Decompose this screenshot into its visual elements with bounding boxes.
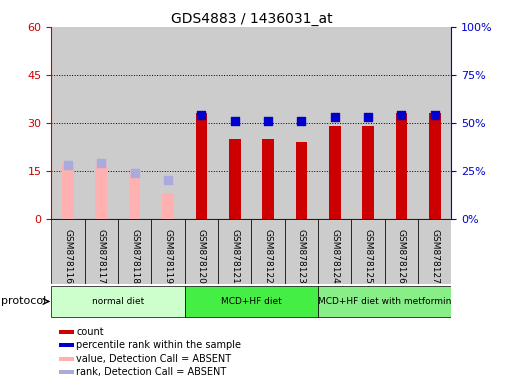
Text: GSM878125: GSM878125	[364, 229, 372, 283]
Text: rank, Detection Call = ABSENT: rank, Detection Call = ABSENT	[76, 367, 226, 377]
Bar	[318, 219, 351, 284]
Bar	[51, 27, 85, 219]
Point	[130, 170, 139, 176]
Bar	[162, 193, 174, 219]
Bar	[285, 27, 318, 219]
Point	[97, 160, 106, 166]
Bar	[60, 330, 74, 334]
Point	[297, 118, 305, 124]
Bar	[185, 286, 318, 317]
Bar	[60, 343, 74, 347]
Bar	[251, 219, 285, 284]
Point	[197, 112, 205, 118]
Text: GSM878117: GSM878117	[97, 229, 106, 284]
Bar	[129, 174, 141, 219]
Bar	[151, 219, 185, 284]
Text: value, Detection Call = ABSENT: value, Detection Call = ABSENT	[76, 354, 231, 364]
Text: GSM878126: GSM878126	[397, 229, 406, 283]
Bar	[218, 27, 251, 219]
Text: MCD+HF diet with metformin: MCD+HF diet with metformin	[318, 297, 451, 306]
Bar	[318, 286, 451, 317]
Text: GSM878123: GSM878123	[297, 229, 306, 283]
Text: MCD+HF diet: MCD+HF diet	[221, 297, 282, 306]
Bar	[262, 139, 274, 219]
Point	[330, 114, 339, 120]
Bar	[218, 219, 251, 284]
Point	[264, 118, 272, 124]
Title: GDS4883 / 1436031_at: GDS4883 / 1436031_at	[170, 12, 332, 26]
Bar	[62, 164, 74, 219]
Bar	[351, 219, 385, 284]
Text: percentile rank within the sample: percentile rank within the sample	[76, 340, 241, 350]
Text: protocol: protocol	[1, 296, 46, 306]
Bar	[151, 27, 185, 219]
Bar	[295, 142, 307, 219]
Bar	[60, 357, 74, 361]
Point	[430, 112, 439, 118]
Bar	[118, 27, 151, 219]
Bar	[329, 126, 341, 219]
Bar	[285, 219, 318, 284]
Bar	[229, 139, 241, 219]
Bar	[185, 27, 218, 219]
Bar	[418, 27, 451, 219]
Bar	[195, 113, 207, 219]
Text: GSM878127: GSM878127	[430, 229, 439, 283]
Point	[364, 114, 372, 120]
Bar	[362, 126, 374, 219]
Bar	[51, 219, 85, 284]
Point	[64, 162, 72, 168]
Text: GSM878122: GSM878122	[264, 229, 272, 283]
Bar	[85, 219, 118, 284]
Bar	[385, 219, 418, 284]
Bar	[60, 371, 74, 374]
Text: GSM878116: GSM878116	[64, 229, 72, 284]
Bar	[318, 27, 351, 219]
Bar	[418, 219, 451, 284]
Text: normal diet: normal diet	[92, 297, 144, 306]
Text: GSM878121: GSM878121	[230, 229, 239, 283]
Text: GSM878120: GSM878120	[197, 229, 206, 283]
Point	[164, 177, 172, 184]
Point	[397, 112, 405, 118]
Bar	[51, 286, 185, 317]
Bar	[95, 164, 107, 219]
Bar	[396, 113, 407, 219]
Bar	[85, 27, 118, 219]
Bar	[385, 27, 418, 219]
Bar	[351, 27, 385, 219]
Bar	[429, 113, 441, 219]
Point	[230, 118, 239, 124]
Bar	[251, 27, 285, 219]
Text: GSM878118: GSM878118	[130, 229, 139, 284]
Text: count: count	[76, 327, 104, 337]
Text: GSM878119: GSM878119	[164, 229, 172, 284]
Bar	[118, 219, 151, 284]
Bar	[185, 219, 218, 284]
Text: GSM878124: GSM878124	[330, 229, 339, 283]
